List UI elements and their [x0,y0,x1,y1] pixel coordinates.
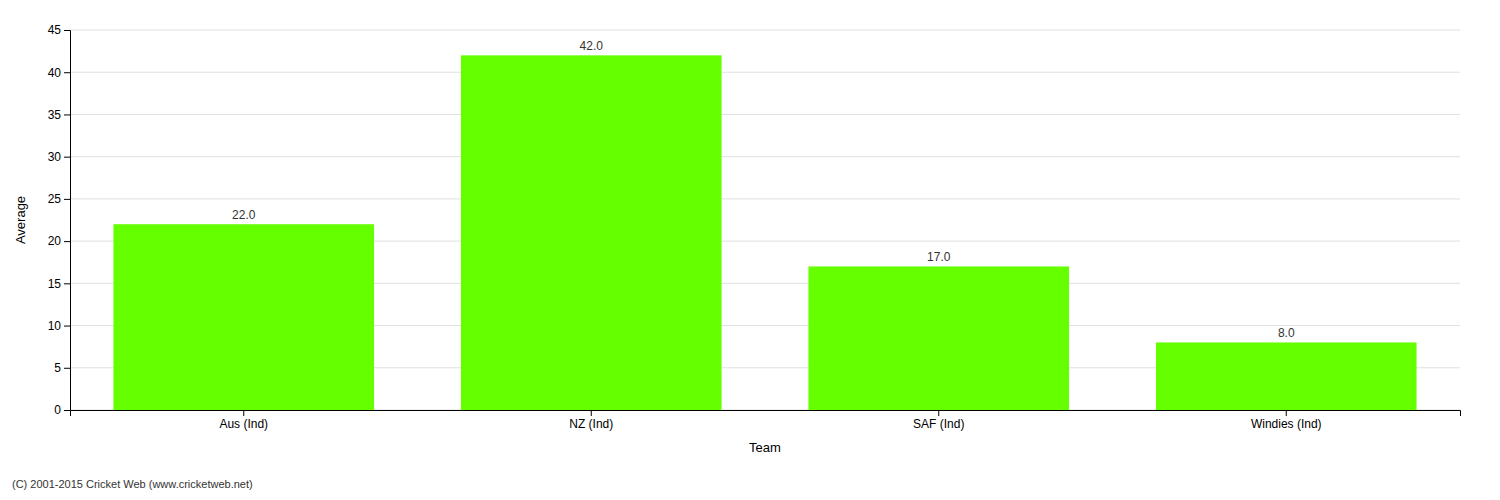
x-tick-label: SAF (Ind) [913,417,964,431]
x-tick-mark [591,410,592,416]
x-axis-title: Team [749,440,781,455]
y-tick-label: 20 [48,234,62,248]
y-tick-mark [64,72,70,73]
x-tick: NZ (Ind) [569,410,613,431]
data-label: 8.0 [1278,326,1295,340]
bar [808,266,1069,410]
x-tick: SAF (Ind) [913,410,964,431]
y-tick: 15 [48,277,70,291]
bar [461,55,722,410]
y-tick-label: 15 [48,277,62,291]
y-tick-label: 35 [48,108,62,122]
grid-line [70,156,1460,157]
y-tick: 30 [48,150,70,164]
grid-line [70,72,1460,73]
data-labels: 22.0 42.0 17.0 8.0 [232,39,1295,340]
x-axis-line [71,411,1461,417]
bar [1156,342,1417,410]
y-tick-mark [64,114,70,115]
y-tick-mark [64,283,70,284]
y-tick-mark [64,326,70,327]
y-tick-mark [64,410,70,411]
y-tick-label: 30 [48,150,62,164]
grid-line [70,30,1460,31]
y-axis: 0 5 10 15 20 25 30 35 40 45 [48,23,71,417]
y-tick-mark [64,241,70,242]
grid [70,30,1460,410]
x-tick-mark [1286,410,1287,416]
y-tick: 5 [54,361,70,375]
plot: 22.0 42.0 17.0 8.0 0 5 10 15 20 25 30 35 40 45 Aus (In… [48,23,1461,430]
y-tick-mark [64,157,70,158]
y-tick-mark [64,368,70,369]
y-tick-label: 10 [48,319,62,333]
footer: (C) 2001-2015 Cricket Web (www.cricketwe… [12,478,253,490]
y-tick-label: 5 [54,361,61,375]
y-tick: 45 [48,23,70,37]
data-label: 22.0 [232,208,256,222]
data-label: 42.0 [580,39,604,53]
x-tick-label: Aus (Ind) [219,417,268,431]
y-tick: 10 [48,319,70,333]
y-tick: 20 [48,234,70,248]
x-tick: Aus (Ind) [219,410,268,431]
y-tick: 25 [48,192,70,206]
data-label: 17.0 [927,250,951,264]
x-axis: Aus (Ind) NZ (Ind) SAF (Ind) Windies (Ind) [71,410,1461,431]
y-tick-label: 45 [48,23,62,37]
y-tick-label: 25 [48,192,62,206]
y-tick: 40 [48,66,70,80]
x-tick-label: NZ (Ind) [569,417,613,431]
y-tick-label: 0 [54,403,61,417]
x-tick-mark [938,410,939,416]
grid-line [70,114,1460,115]
bars [113,55,1416,410]
x-tick-label: Windies (Ind) [1251,417,1322,431]
x-tick-mark [243,410,244,416]
y-axis-title: Average [13,196,28,244]
bar [113,224,374,410]
grid-line [70,198,1460,199]
y-axis-line [64,31,71,411]
y-tick-mark [64,199,70,200]
y-tick-label: 40 [48,66,62,80]
y-tick: 35 [48,108,70,122]
chart: 22.0 42.0 17.0 8.0 0 5 10 15 20 25 30 35 40 45 Aus (In… [0,0,1500,500]
y-tick: 0 [54,403,70,417]
y-tick-mark [64,30,70,31]
x-tick: Windies (Ind) [1251,410,1322,431]
